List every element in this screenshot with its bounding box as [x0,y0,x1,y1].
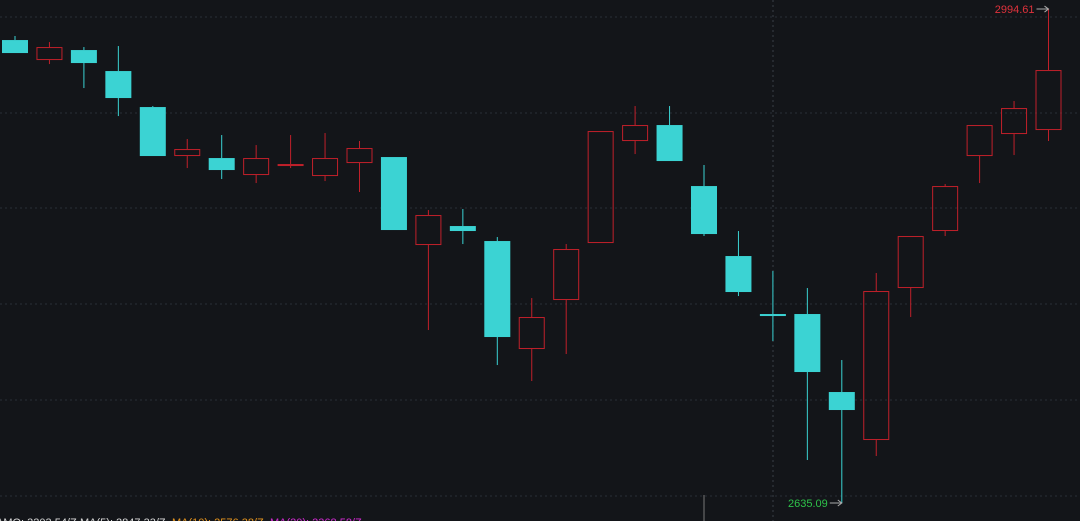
candle-body [380,157,407,231]
candle-body [243,158,270,176]
candle-body [277,164,304,167]
candle-body [312,158,339,177]
low-label: 2635.09 [788,498,828,510]
high-arrow [1036,5,1050,13]
candle-body [36,47,63,61]
candle-body [794,314,821,373]
high-label: 2994.61 [995,4,1035,16]
candle-body [139,107,166,157]
candle-body [484,241,511,338]
candle-body [691,186,717,235]
candle-body [622,125,649,142]
candle-body [70,50,97,64]
candle-body [1035,70,1062,131]
candle-body [587,131,614,244]
candle-body [863,291,890,441]
candle-body [105,71,132,99]
candle-body [932,186,959,232]
candle-body [1001,108,1028,135]
candle-body [759,314,786,317]
candle-body [2,40,28,54]
low-arrow [829,499,843,507]
ma-legend: MA(5): 2847.33/Z [80,517,166,521]
candle-body [449,226,476,232]
candle-body [208,158,235,171]
candle-body [897,236,924,289]
candle-body [966,125,993,157]
ma-legend: MA(10): 2576.38/Z [172,517,264,521]
ma-legend: MA(20): 2368.58/Z [270,517,362,521]
candle-body [828,392,855,411]
grid [0,16,1080,497]
candle-body [553,249,580,301]
candle-body [518,317,545,350]
candle-body [174,149,201,157]
candle-body [725,256,752,293]
ma-legend: AMO: 3203.54/Z [0,517,77,521]
candle-body [346,148,373,164]
candle-body [415,215,442,246]
candle-body [656,125,683,162]
